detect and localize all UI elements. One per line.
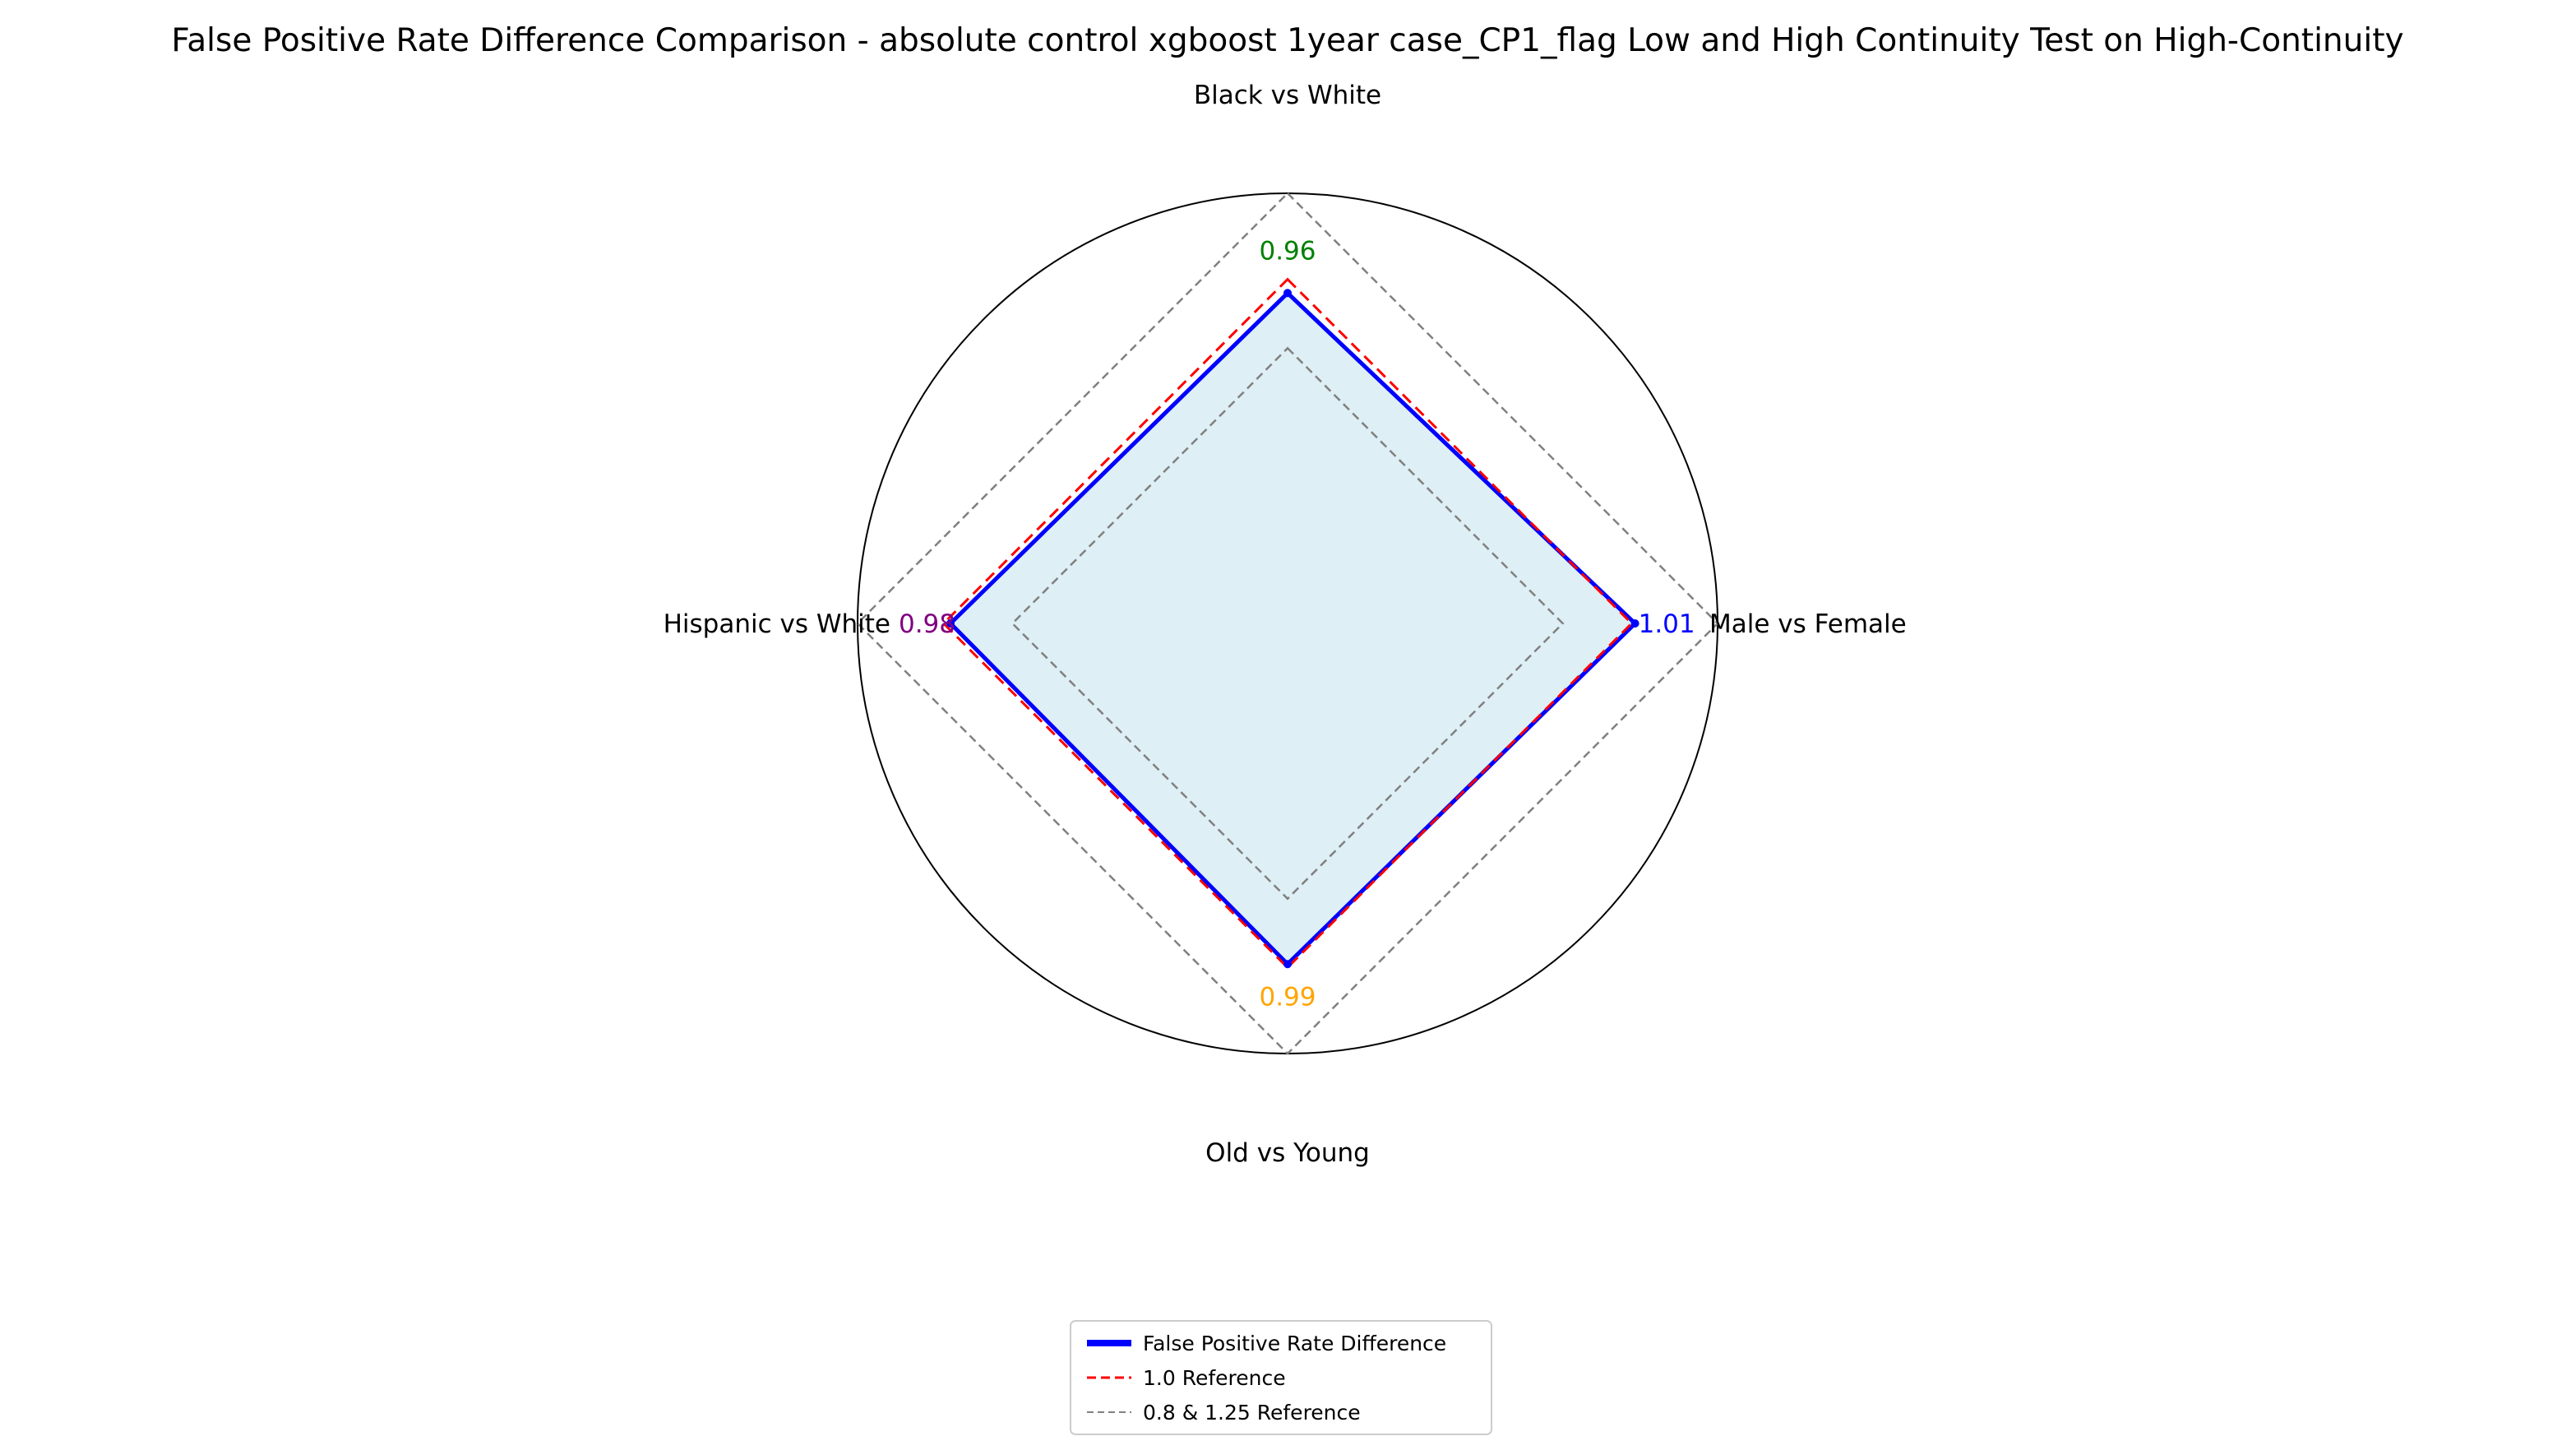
legend: False Positive Rate Difference 1.0 Refer… (1070, 1320, 1492, 1435)
axis-label-1: Male vs Female (1709, 609, 1907, 639)
series-fill (950, 293, 1635, 965)
legend-label-ref-bounds: 0.8 & 1.25 Reference (1143, 1401, 1361, 1425)
value-label-3: 0.98 (899, 609, 955, 639)
legend-label-fpr: False Positive Rate Difference (1143, 1332, 1446, 1355)
data-point-3 (946, 619, 955, 628)
value-label-0: 0.96 (1259, 237, 1316, 266)
axis-label-0: Black vs White (1194, 81, 1381, 110)
axis-label-3: Hispanic vs White (664, 609, 890, 639)
reference-polygon-0_8 (1011, 346, 1565, 901)
chart-title: False Positive Rate Difference Compariso… (171, 22, 2403, 59)
reference-polygon-1_25 (856, 192, 1719, 1055)
value-label-2: 0.99 (1259, 982, 1316, 1012)
legend-box (1070, 1320, 1492, 1435)
data-point-2 (1283, 960, 1292, 969)
legend-label-ref-1: 1.0 Reference (1143, 1366, 1286, 1390)
value-label-1: 1.01 (1639, 609, 1695, 639)
axis-label-2: Old vs Young (1205, 1138, 1370, 1168)
data-point-0 (1283, 289, 1292, 298)
data-point-1 (1630, 619, 1639, 628)
